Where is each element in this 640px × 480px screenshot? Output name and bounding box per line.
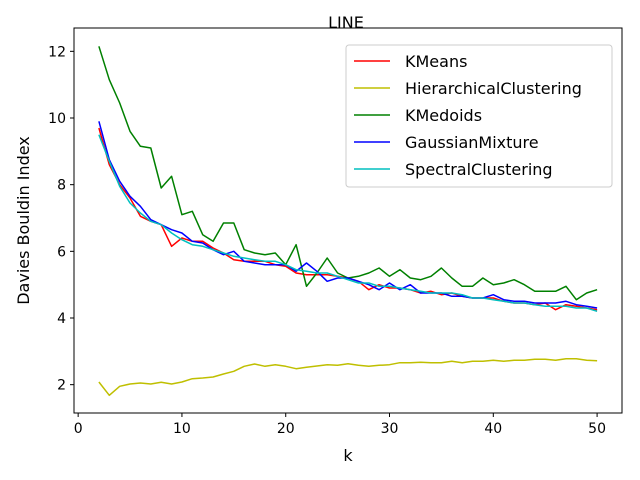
y-tick-label: 6 [57, 244, 66, 260]
legend: KMeans HierarchicalClustering KMedoids Gaus… [345, 44, 613, 188]
x-axis-label: k [343, 446, 353, 465]
legend-label: KMedoids [405, 106, 482, 125]
x-tick-label: 10 [173, 421, 191, 437]
legend-label: GaussianMixture [405, 133, 539, 152]
y-axis-label: Davies Bouldin Index [14, 136, 33, 305]
series-line-gaussianmixture [98, 121, 598, 309]
y-tick-label: 2 [57, 378, 66, 394]
x-tick-label: 20 [277, 421, 295, 437]
legend-label: HierarchicalClustering [405, 79, 582, 98]
plot-frame [73, 27, 623, 414]
x-tick-label: 50 [588, 421, 606, 437]
axes-layer: 0 10 20 30 40 50 2 4 6 8 10 12 [48, 44, 606, 437]
legend-label: KMeans [405, 52, 467, 71]
x-tick-label: 40 [484, 421, 502, 437]
legend-box [345, 44, 613, 188]
legend-label: SpectralClustering [405, 160, 553, 179]
x-tick-label: 30 [381, 421, 399, 437]
y-tick-label: 8 [57, 178, 66, 194]
series-line-hierarchicalclustering [98, 357, 598, 397]
series-line-spectralclustering [98, 134, 598, 313]
chart-title: LINE [328, 13, 364, 32]
x-tick-label: 0 [74, 421, 83, 437]
y-tick-label: 12 [48, 44, 66, 60]
series-layer [98, 46, 598, 397]
y-tick-label: 4 [57, 311, 66, 327]
y-tick-label: 10 [48, 111, 66, 127]
